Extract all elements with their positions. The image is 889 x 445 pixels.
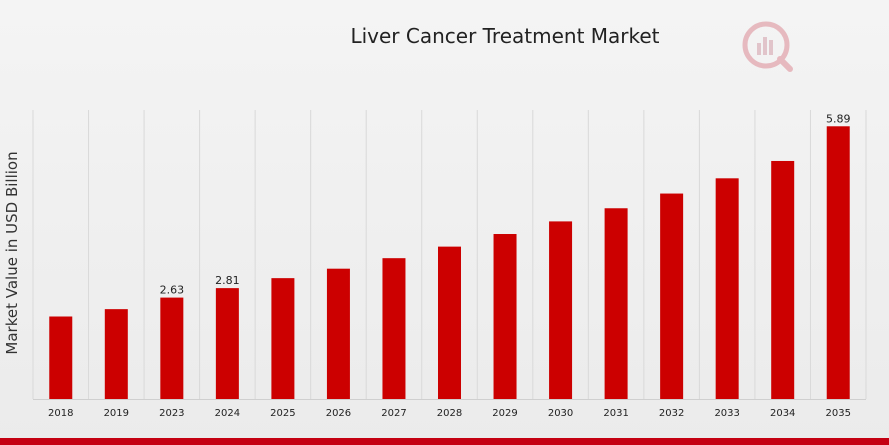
- x-tick-label: 2033: [714, 408, 739, 419]
- bar-2027: [382, 258, 406, 399]
- bar-2024: [215, 288, 239, 399]
- x-tick-label: 2031: [603, 408, 628, 419]
- x-tick-label: 2025: [270, 408, 295, 419]
- data-label-2024: 2.81: [215, 274, 240, 287]
- bar-2026: [326, 268, 350, 399]
- bar-2023: [160, 297, 184, 399]
- chart-title: Liver Cancer Treatment Market: [350, 24, 659, 48]
- bar-2031: [604, 208, 628, 399]
- x-tick-label: 2023: [159, 408, 184, 419]
- bars: [49, 126, 850, 399]
- x-tick-label: 2027: [381, 408, 406, 419]
- bar-2032: [660, 193, 684, 399]
- bar-2018: [49, 316, 73, 399]
- x-tick-label: 2019: [104, 408, 129, 419]
- x-tick-label: 2035: [826, 408, 851, 419]
- x-tick-label: 2026: [326, 408, 351, 419]
- x-tick-label: 2032: [659, 408, 684, 419]
- brand-logo: [742, 21, 793, 72]
- bar-2033: [715, 178, 739, 399]
- data-label-2035: 5.89: [826, 112, 851, 125]
- x-tick-label: 2029: [492, 408, 517, 419]
- bar-2030: [549, 221, 573, 399]
- x-tick-label: 2024: [215, 408, 240, 419]
- bar-2028: [438, 246, 461, 399]
- gridlines: [32, 110, 867, 399]
- bar-2035: [826, 126, 850, 399]
- data-labels: 2.63 2.81 5.89: [160, 112, 851, 296]
- bar-2029: [493, 234, 517, 399]
- data-label-2023: 2.63: [160, 284, 185, 297]
- bar-2034: [771, 160, 795, 399]
- bar-2019: [104, 309, 128, 399]
- x-tick-label: 2034: [770, 408, 795, 419]
- y-axis-label: Market Value in USD Billion: [3, 151, 21, 354]
- x-tick-label: 2030: [548, 408, 573, 419]
- bar-2025: [271, 278, 295, 399]
- x-tick-label: 2028: [437, 408, 462, 419]
- x-tick-label: 2018: [48, 408, 73, 419]
- bottom-accent-bar: [0, 438, 889, 445]
- x-tick-labels: 2018 2019 2023 2024 2025 2026 2027 2028 2029 2030…: [48, 408, 851, 419]
